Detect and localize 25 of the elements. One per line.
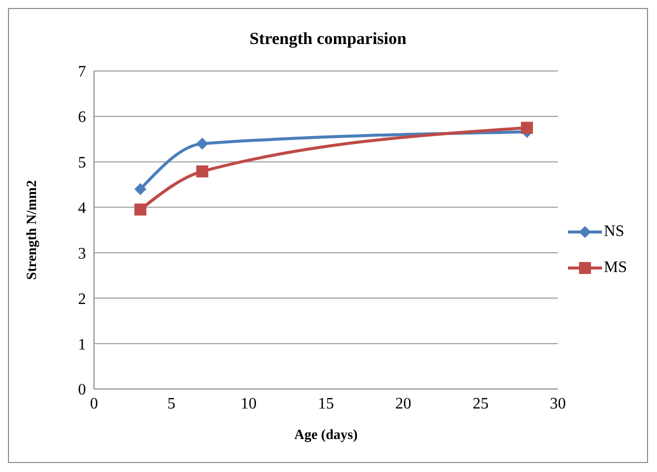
y-axis-title: Strength N/mm2: [24, 180, 40, 280]
y-tick-label: 2: [78, 290, 86, 308]
legend-label: MS: [604, 259, 627, 277]
y-tick-label: 7: [78, 64, 86, 81]
y-tick-label: 3: [78, 245, 86, 262]
x-axis-title: Age (days): [294, 428, 358, 443]
x-tick-label: 10: [240, 395, 257, 412]
x-tick-label: 25: [472, 395, 489, 412]
point: [196, 165, 208, 178]
x-tick-label: 0: [90, 395, 98, 412]
chart-title: Strength comparision: [248, 28, 408, 50]
y-tick-label: 0: [78, 382, 86, 399]
y-tick-label: 5: [78, 154, 86, 172]
y-tick-label: 4: [78, 200, 86, 217]
legend-label: NS: [604, 223, 624, 241]
point: [134, 204, 146, 216]
y-tick-label: 1: [78, 336, 86, 354]
point: [520, 122, 533, 134]
x-tick-label: 15: [318, 395, 334, 412]
x-tick-label: 30: [550, 395, 566, 412]
x-tick-label: 5: [167, 395, 176, 412]
y-tick-label: 6: [78, 109, 86, 126]
x-tick-label: 20: [395, 395, 412, 412]
point: [134, 183, 146, 196]
point: [196, 138, 208, 150]
